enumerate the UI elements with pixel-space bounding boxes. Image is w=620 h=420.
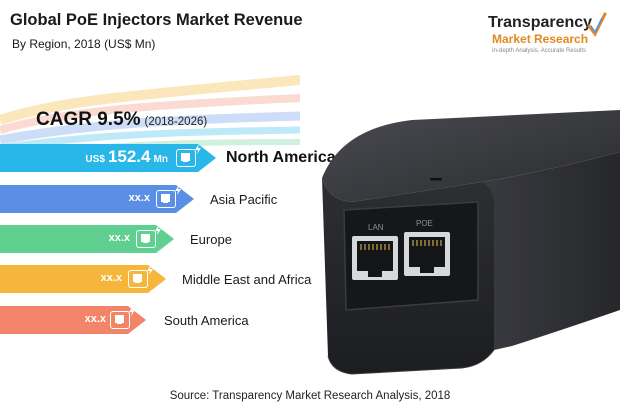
power-bolt-icon <box>129 306 135 316</box>
region-value: xx.x <box>108 232 130 244</box>
region-value-prefix: US$ <box>85 154 105 165</box>
region-bar-south-america: xx.x <box>0 306 152 334</box>
lan-port-icon <box>352 236 398 280</box>
logo-name-top: Transparency <box>488 14 593 31</box>
region-name-south-america: South America <box>164 313 249 328</box>
logo-tagline: In-depth Analysis. Accurate Results <box>492 48 587 54</box>
power-bolt-icon <box>147 265 153 275</box>
region-bar-fill <box>0 225 156 253</box>
page-title: Global PoE Injectors Market Revenue <box>10 11 303 29</box>
region-name-north-america: North America <box>226 149 336 166</box>
region-value-number: 152.4 <box>107 147 151 166</box>
region-bar-tip <box>198 144 216 172</box>
ethernet-port-icon <box>176 144 201 167</box>
poe-injector-device-image: LAN POE <box>322 110 620 375</box>
port-label-lan: LAN <box>368 223 384 232</box>
source-note: Source: Transparency Market Research Ana… <box>169 390 451 402</box>
ethernet-port-icon <box>128 265 153 288</box>
region-name-middle-east-africa: Middle East and Africa <box>182 272 312 287</box>
region-name-europe: Europe <box>190 232 232 247</box>
cagr-period: (2018-2026) <box>144 116 208 128</box>
power-bolt-icon <box>175 185 181 195</box>
company-logo: Transparency Market Research In-depth An… <box>468 12 614 68</box>
cagr-value: CAGR 9.5% <box>36 109 141 130</box>
power-bolt-icon <box>155 225 161 235</box>
region-value: xx.x <box>100 272 122 284</box>
region-name-asia-pacific: Asia Pacific <box>210 192 278 207</box>
poe-port-icon <box>404 232 450 276</box>
ethernet-port-icon <box>136 225 161 248</box>
region-value-unit: Mn <box>153 154 168 165</box>
page-subtitle: By Region, 2018 (US$ Mn) <box>12 37 156 51</box>
region-bar-tip <box>176 185 194 213</box>
region-value: xx.x <box>128 192 150 204</box>
region-bar-middle-east-africa: xx.x <box>0 265 172 293</box>
region-value: US$ 152.4 Mn <box>85 147 168 167</box>
ethernet-port-icon <box>110 306 135 329</box>
cagr-callout: CAGR 9.5% (2018-2026) <box>36 109 207 131</box>
region-bar-asia-pacific: xx.x <box>0 185 200 213</box>
port-label-poe: POE <box>416 219 433 228</box>
region-bar-fill <box>0 265 148 293</box>
region-bar-fill <box>0 144 198 172</box>
region-bar-europe: xx.x <box>0 225 180 253</box>
region-value: xx.x <box>84 313 106 325</box>
region-bar-tip <box>148 265 166 293</box>
region-bar-fill <box>0 185 176 213</box>
power-bolt-icon <box>195 144 201 154</box>
region-bar-north-america: US$ 152.4 Mn <box>0 144 222 172</box>
region-bar-tip <box>156 225 174 253</box>
logo-name-bottom: Market Research <box>492 32 589 46</box>
ethernet-port-icon <box>156 185 181 208</box>
region-bar-fill <box>0 306 128 334</box>
logo-checkmark-icon <box>587 12 607 37</box>
